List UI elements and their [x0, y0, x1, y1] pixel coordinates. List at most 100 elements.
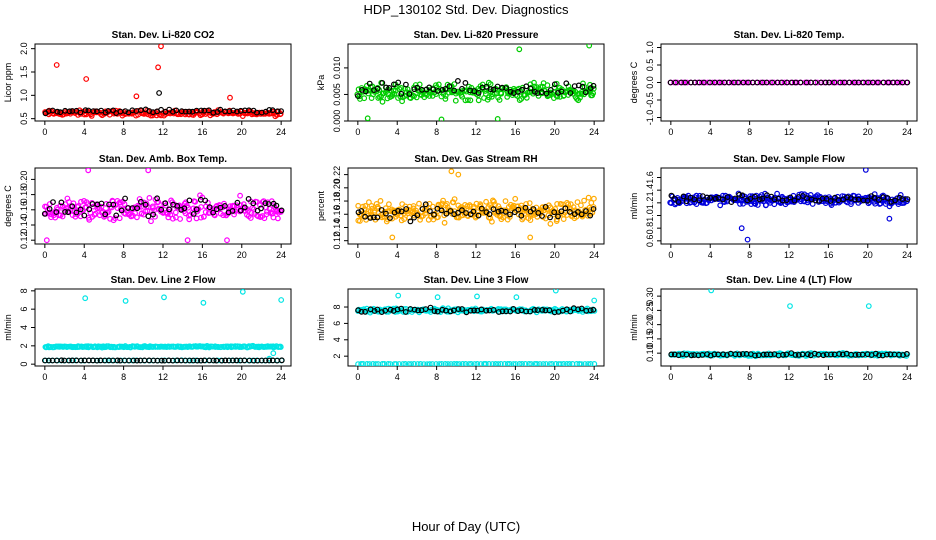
- data-point: [498, 361, 504, 366]
- data-point: [93, 357, 100, 364]
- data-point: [836, 351, 843, 357]
- data-point: [46, 205, 53, 212]
- x-tick-label: 24: [276, 372, 286, 382]
- data-point: [145, 213, 152, 220]
- data-point: [134, 205, 141, 212]
- data-point: [551, 209, 558, 216]
- panel-5: Stan. Dev. Gas Stream RH percent 0 4 8 12 16 20…: [316, 154, 605, 260]
- data-point: [696, 197, 703, 204]
- y-axis-label: ml/min: [629, 314, 639, 341]
- data-point: [897, 79, 903, 86]
- data-point: [546, 307, 553, 314]
- data-point: [848, 201, 854, 208]
- data-point: [537, 84, 544, 90]
- y-tick-label: 0.18: [332, 192, 342, 210]
- data-point: [523, 201, 529, 207]
- data-point: [417, 361, 424, 366]
- data-point: [362, 88, 369, 95]
- series-2: [355, 77, 597, 99]
- data-point: [378, 207, 385, 213]
- data-point: [743, 79, 750, 86]
- data-point: [222, 357, 229, 364]
- data-point: [515, 203, 521, 210]
- data-point: [526, 361, 532, 366]
- data-point: [364, 361, 370, 366]
- data-point: [466, 361, 472, 366]
- data-point: [904, 79, 911, 86]
- data-point: [366, 199, 372, 206]
- data-point: [728, 199, 735, 206]
- data-point: [558, 88, 565, 95]
- data-point: [77, 206, 84, 213]
- data-point: [735, 79, 741, 86]
- data-point: [411, 306, 418, 313]
- data-point: [162, 200, 169, 207]
- y-axis-label: degrees C: [3, 185, 13, 227]
- data-point: [704, 194, 711, 201]
- data-point: [434, 294, 441, 301]
- data-point: [90, 108, 97, 114]
- y-tick-label: 0.25: [645, 302, 655, 320]
- data-point: [553, 92, 560, 99]
- x-tick-label: 0: [668, 127, 673, 137]
- data-point: [148, 218, 154, 225]
- data-point: [575, 306, 581, 313]
- series-1: [668, 289, 911, 360]
- data-point: [747, 195, 754, 202]
- data-point: [186, 357, 193, 364]
- panel-title: Stan. Dev. Line 3 Flow: [424, 275, 529, 286]
- data-point: [431, 211, 437, 218]
- data-point: [494, 86, 500, 93]
- data-point: [133, 214, 140, 221]
- y-tick-label: 0.22: [332, 166, 342, 184]
- data-point: [867, 79, 873, 86]
- y-axis-label: ml/min: [3, 314, 13, 341]
- data-point: [383, 210, 389, 217]
- y-tick-label: 4: [19, 325, 29, 330]
- data-point: [707, 194, 714, 201]
- data-point: [455, 171, 462, 178]
- data-point: [583, 208, 589, 215]
- data-point: [540, 361, 547, 366]
- data-point: [447, 308, 454, 315]
- data-point: [186, 108, 193, 115]
- x-tick-label: 4: [82, 250, 87, 260]
- data-point: [490, 206, 497, 213]
- data-point: [389, 234, 396, 241]
- data-point: [787, 194, 794, 201]
- data-point: [358, 308, 365, 315]
- data-point: [754, 202, 761, 208]
- data-point: [65, 209, 72, 216]
- data-point: [791, 197, 798, 204]
- data-point: [177, 216, 184, 222]
- data-point: [551, 309, 558, 316]
- panel-title: Stan. Dev. Li-820 CO2: [112, 30, 215, 41]
- data-point: [198, 357, 204, 364]
- data-point: [483, 83, 490, 90]
- data-point: [393, 361, 399, 366]
- data-point: [442, 93, 449, 99]
- y-tick-label: 0.16: [19, 201, 29, 219]
- data-point: [73, 209, 80, 216]
- data-point: [591, 297, 598, 304]
- data-point: [839, 79, 846, 86]
- data-point: [717, 202, 724, 209]
- data-point: [206, 204, 213, 211]
- data-point: [42, 357, 48, 364]
- data-point: [547, 86, 554, 93]
- x-tick-label: 12: [784, 250, 794, 260]
- data-point: [165, 357, 172, 364]
- data-point: [78, 198, 84, 205]
- x-tick-label: 24: [276, 250, 286, 260]
- data-point: [277, 344, 284, 351]
- data-point: [585, 194, 592, 201]
- data-point: [441, 219, 448, 226]
- x-tick-label: 16: [510, 250, 520, 260]
- plot-frame: [34, 288, 292, 367]
- data-point: [563, 80, 570, 87]
- data-point: [543, 361, 549, 366]
- data-point: [578, 305, 585, 312]
- data-point: [547, 214, 553, 221]
- y-tick-label: 6: [332, 321, 342, 326]
